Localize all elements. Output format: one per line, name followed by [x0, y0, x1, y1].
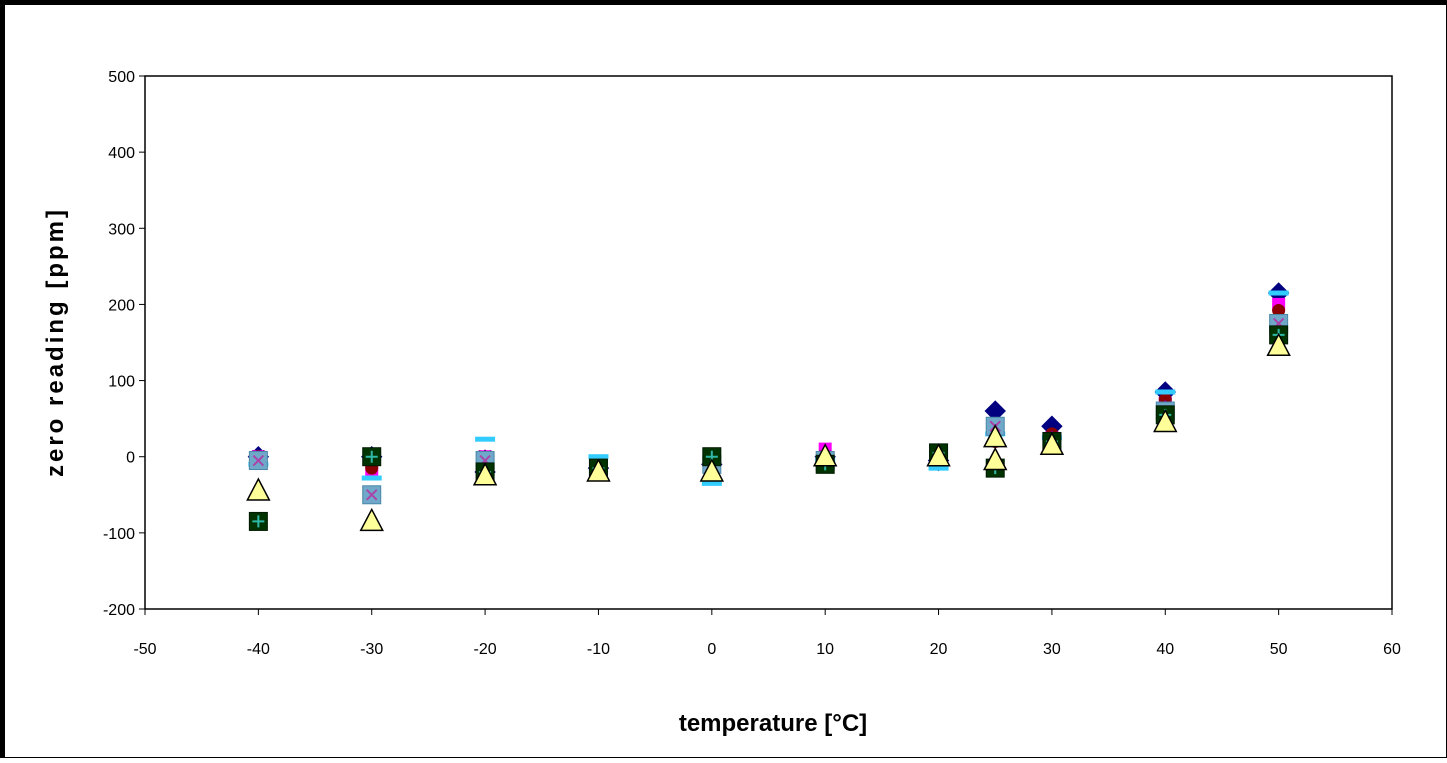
- data-point: [701, 480, 722, 486]
- data-point: [588, 454, 609, 460]
- data-point: [1266, 332, 1291, 357]
- data-point: [359, 507, 384, 532]
- x-axis: -50 -40 -30 -20 -10 0 10 20 30 40 50 60: [133, 609, 1401, 658]
- y-tick-label: -100: [103, 526, 135, 543]
- x-axis-title: temperature [°C]: [679, 710, 867, 737]
- data-point: [248, 511, 268, 531]
- y-tick-label: 0: [126, 450, 135, 467]
- data-point: [982, 424, 1008, 448]
- y-tick-label: 400: [108, 145, 135, 162]
- x-tick-label: 50: [1270, 641, 1288, 658]
- x-tick-label: 30: [1043, 641, 1061, 658]
- x-tick-label: 10: [816, 641, 834, 658]
- x-tick-label: 60: [1383, 641, 1401, 658]
- data-point: [586, 458, 611, 482]
- data-point: [475, 436, 496, 442]
- y-tick-label: 200: [108, 297, 135, 314]
- x-tick-label: -40: [247, 641, 270, 658]
- y-tick-label: 300: [108, 221, 135, 238]
- y-axis-title: zero reading [ppm]: [42, 207, 69, 477]
- data-point: [1039, 431, 1065, 456]
- data-point: [982, 446, 1008, 471]
- data-point: [1155, 389, 1176, 395]
- data-points: [246, 282, 1291, 532]
- data-point: [702, 447, 722, 467]
- data-point: [1153, 408, 1178, 433]
- y-axis: -200 -100 0 100 200 300 400 500: [103, 69, 145, 619]
- data-point: [472, 462, 498, 486]
- data-point: [362, 485, 382, 505]
- y-tick-label: 500: [108, 69, 135, 86]
- x-tick-label: -30: [360, 641, 383, 658]
- data-point: [246, 477, 271, 501]
- data-point: [362, 447, 382, 467]
- data-point: [248, 451, 268, 471]
- x-tick-label: -20: [474, 641, 497, 658]
- x-tick-label: 40: [1156, 641, 1174, 658]
- scatter-chart: -50 -40 -30 -20 -10 0 10 20 30 40 50 60 -200-100010…: [42, 69, 1401, 737]
- x-tick-label: -50: [133, 641, 156, 658]
- x-tick-label: -10: [587, 641, 610, 658]
- plot-area: [144, 75, 1393, 610]
- x-tick-label: 20: [930, 641, 948, 658]
- data-point: [926, 443, 951, 467]
- x-tick-label: 0: [707, 641, 716, 658]
- y-tick-label: -200: [103, 602, 135, 619]
- data-point: [928, 465, 949, 471]
- y-tick-label: 100: [108, 374, 135, 391]
- data-point: [812, 443, 838, 467]
- data-point: [361, 475, 382, 481]
- data-point: [1268, 290, 1289, 296]
- data-point: [699, 458, 725, 482]
- series-8: [246, 332, 1291, 532]
